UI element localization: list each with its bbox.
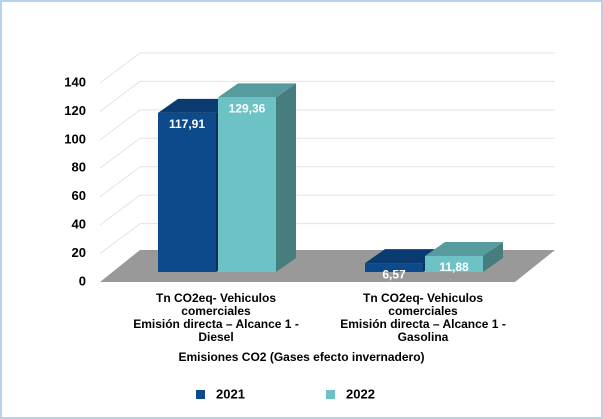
data-label: 6,57	[382, 267, 406, 281]
bar	[218, 97, 276, 272]
grid-line	[99, 137, 555, 169]
legend-label: 2021	[216, 386, 245, 401]
y-tick-label: 120	[64, 103, 86, 118]
y-tick-label: 40	[72, 217, 86, 232]
bar-side	[483, 241, 503, 272]
bar	[158, 112, 216, 272]
y-tick-label: 140	[64, 74, 86, 89]
bar-top	[365, 249, 443, 264]
y-tick-label: 20	[72, 245, 86, 260]
bar-top	[218, 83, 296, 98]
data-label: 11,88	[439, 260, 469, 274]
y-tick-label: 60	[72, 188, 86, 203]
grid-line	[99, 52, 555, 84]
y-tick-label: 100	[64, 131, 86, 146]
legend-label: 2022	[346, 386, 375, 401]
grid-line	[99, 166, 555, 198]
bar	[425, 255, 483, 272]
bar-top	[158, 98, 236, 113]
grid-line	[99, 109, 555, 141]
grid-line	[99, 223, 555, 254]
x-tick-label: Tn CO2eq- Vehiculos comerciales Emisión …	[340, 291, 506, 344]
bar	[365, 263, 423, 272]
y-tick-label: 80	[72, 160, 86, 175]
data-label: 129,36	[229, 102, 266, 116]
data-label: 117,91	[169, 117, 205, 131]
x-axis-label: Emisiones CO2 (Gases efecto invernadero)	[178, 350, 425, 364]
y-tick-label: 0	[79, 273, 86, 288]
bar-side	[276, 83, 296, 272]
grid-line	[99, 80, 555, 112]
bar-top	[425, 241, 503, 256]
x-tick-label: Tn CO2eq- Vehiculos comerciales Emisión …	[133, 291, 299, 344]
legend-swatch	[196, 390, 205, 399]
legend-swatch	[326, 390, 335, 399]
grid-line	[99, 194, 555, 226]
